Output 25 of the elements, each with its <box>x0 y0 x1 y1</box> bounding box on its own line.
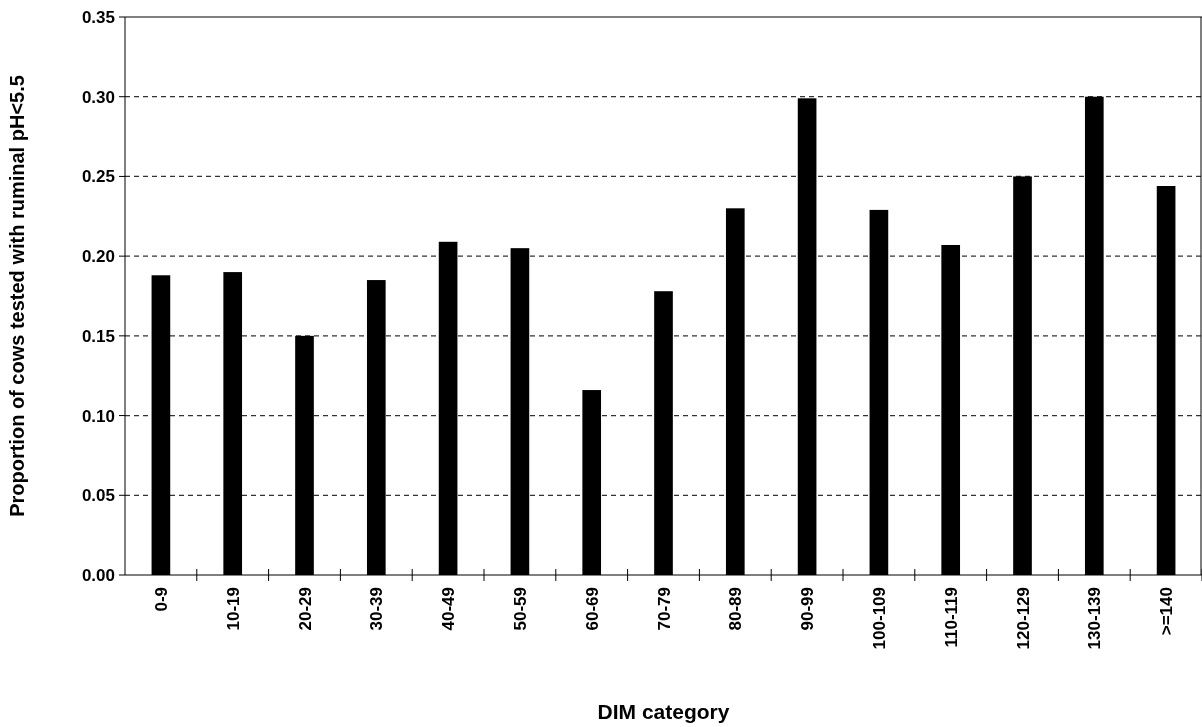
y-axis-title: Proportion of cows tested with ruminal pH<5.5 <box>6 75 28 517</box>
x-tick-label: 100-109 <box>869 587 889 650</box>
x-tick-label: 40-49 <box>439 587 459 631</box>
x-tick-label: 70-79 <box>654 587 674 631</box>
x-tick-label: 120-129 <box>1013 587 1033 650</box>
y-tick-label: 0.10 <box>81 406 115 426</box>
x-axis-title: DIM category <box>597 700 730 723</box>
y-tick-label: 0.35 <box>81 7 115 27</box>
x-tick-label: 60-69 <box>582 587 602 631</box>
y-tick-label: 0.00 <box>81 565 115 585</box>
y-tick-label: 0.20 <box>81 247 115 267</box>
x-tick-label: >=140 <box>1157 587 1177 636</box>
x-tick-label: 10-19 <box>223 587 243 631</box>
x-tick-label: 80-89 <box>726 587 746 631</box>
x-tick-label: 90-99 <box>798 587 818 631</box>
x-tick-label: 50-59 <box>510 587 530 631</box>
y-tick-label: 0.25 <box>81 167 115 187</box>
x-tick-label: 110-119 <box>941 587 961 648</box>
y-tick-label: 0.15 <box>81 326 115 346</box>
y-tick-label: 0.05 <box>81 486 115 506</box>
x-tick-label: 30-39 <box>367 587 387 631</box>
x-tick-label: 130-139 <box>1085 587 1105 650</box>
y-tick-label: 0.30 <box>81 87 115 107</box>
x-tick-label: 0-9 <box>151 587 171 612</box>
x-tick-label: 20-29 <box>295 587 315 631</box>
